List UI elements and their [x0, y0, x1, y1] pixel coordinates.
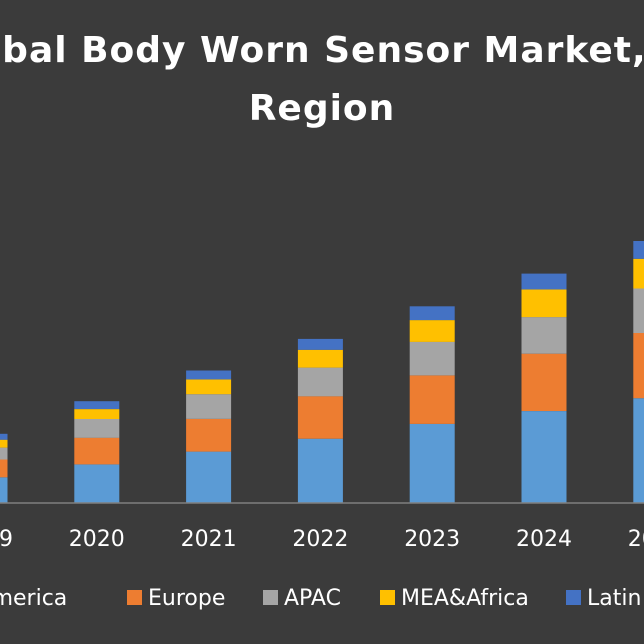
bar-2023-apac	[409, 341, 455, 376]
bar-2025-north-america	[633, 398, 644, 503]
legend-label: Europe	[148, 586, 225, 611]
bar-2023-north-america	[409, 423, 455, 503]
legend-label: North America	[0, 586, 67, 611]
bar-2019-europe	[0, 459, 8, 478]
bar-2019-apac	[0, 447, 8, 460]
x-tick-label: 2025	[628, 527, 644, 552]
legend-label: Latin America	[587, 586, 644, 611]
bar-2025-mea-africa	[633, 258, 644, 289]
bar-2022-mea-africa	[297, 349, 343, 368]
bar-2023-mea-africa	[409, 320, 455, 342]
bar-2020-latin-america	[74, 401, 120, 410]
legend-swatch	[263, 590, 278, 605]
bar-2022-latin-america	[297, 338, 343, 350]
bar-2019-north-america	[0, 477, 8, 503]
x-axis-ticks: 2019 2020 2021 2022 2023 2024 2025	[0, 527, 644, 552]
bar-2021-north-america	[186, 451, 232, 503]
legend-item: Europe	[127, 586, 225, 611]
bar-2021-latin-america	[186, 370, 232, 380]
bar-2025-latin-america	[633, 241, 644, 259]
bar-2022-apac	[297, 367, 343, 397]
bar-2024-north-america	[521, 411, 567, 503]
x-tick-label: 2022	[292, 527, 348, 552]
legend-swatch	[380, 590, 395, 605]
bar-2024-latin-america	[521, 273, 567, 290]
legend-item: APAC	[263, 586, 341, 611]
legend-swatch	[127, 590, 142, 605]
legend: North America Europe APAC MEA&Africa Latin A…	[0, 586, 644, 611]
bar-2019-mea-africa	[0, 439, 8, 448]
bar-2020-mea-africa	[74, 409, 120, 419]
chart-title-line2: Region	[249, 88, 396, 129]
bar-2022-europe	[297, 396, 343, 439]
legend-label: APAC	[284, 586, 341, 611]
bar-2021-apac	[186, 394, 232, 419]
x-tick-label: 2020	[69, 527, 125, 552]
bar-2024-europe	[521, 353, 567, 411]
x-tick-label: 2021	[181, 527, 237, 552]
bar-2025-europe	[633, 332, 644, 399]
chart-title-line1: Global Body Worn Sensor Market, by	[0, 30, 644, 71]
bar-2021-mea-africa	[186, 379, 232, 395]
legend-item: MEA&Africa	[380, 586, 529, 611]
bar-2020-apac	[74, 419, 120, 438]
bar-2020-north-america	[74, 464, 120, 503]
x-tick-label: 2024	[516, 527, 572, 552]
x-tick-label: 2019	[0, 527, 13, 552]
bar-2024-mea-africa	[521, 289, 567, 318]
legend-label: MEA&Africa	[401, 586, 529, 611]
bar-2025-apac	[633, 288, 644, 333]
bar-2019-latin-america	[0, 433, 8, 440]
bar-2024-apac	[521, 317, 567, 354]
legend-swatch	[566, 590, 581, 605]
x-tick-label: 2023	[404, 527, 460, 552]
bar-2021-europe	[186, 419, 232, 452]
bars-group	[0, 241, 644, 503]
legend-item: Latin America	[566, 586, 644, 611]
bar-2022-north-america	[297, 438, 343, 503]
bar-2023-europe	[409, 375, 455, 424]
bar-2020-europe	[74, 437, 120, 465]
bar-2023-latin-america	[409, 306, 455, 321]
legend-item: North America	[0, 586, 67, 611]
